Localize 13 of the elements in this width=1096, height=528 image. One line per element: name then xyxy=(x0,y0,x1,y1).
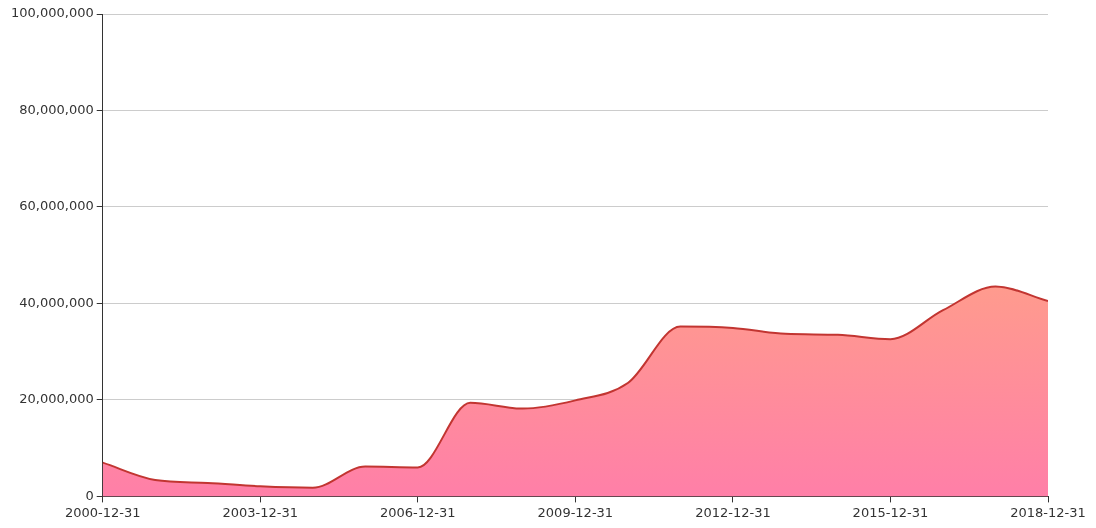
x-tick-label: 2000-12-31 xyxy=(64,504,141,520)
x-tick-label: 2015-12-31 xyxy=(852,504,929,520)
x-tick-label: 2003-12-31 xyxy=(222,504,298,520)
y-tick-label: 0 xyxy=(85,487,94,503)
y-tick-label: 20,000,000 xyxy=(19,391,94,407)
x-tick-label: 2018-12-31 xyxy=(1010,504,1086,520)
y-tick-label: 100,000,000 xyxy=(10,5,94,21)
y-tick-label: 80,000,000 xyxy=(19,101,94,117)
x-tick-label: 2012-12-31 xyxy=(695,504,771,520)
x-tick-label: 2006-12-31 xyxy=(379,504,456,520)
y-tick-label: 40,000,000 xyxy=(19,294,94,310)
x-tick-label: 2009-12-31 xyxy=(537,504,614,520)
y-tick-label: 60,000,000 xyxy=(19,198,94,214)
